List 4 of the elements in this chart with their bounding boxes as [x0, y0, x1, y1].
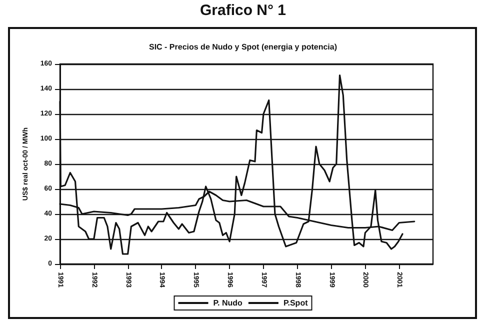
legend-label: P.Spot: [283, 298, 308, 308]
chart-title: Grafico N° 1: [198, 2, 288, 19]
legend-label: P. Nudo: [213, 298, 243, 308]
chart-subtitle: SIC - Precios de Nudo y Spot (energia y potencia): [148, 42, 338, 52]
